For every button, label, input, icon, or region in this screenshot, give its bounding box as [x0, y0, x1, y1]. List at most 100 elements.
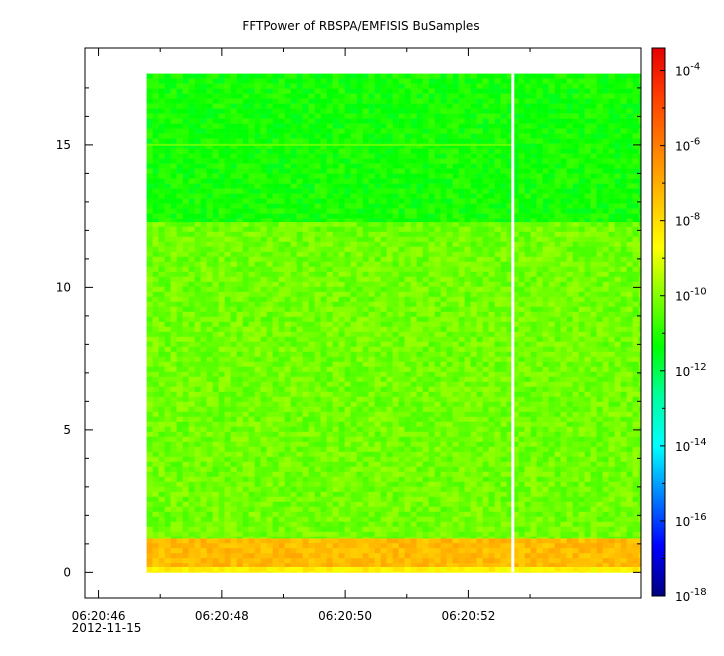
spectrogram-cell: [296, 301, 303, 308]
spectrogram-cell: [200, 356, 207, 363]
spectrogram-cell: [458, 558, 465, 564]
spectrogram-cell: [410, 316, 417, 323]
spectrogram-cell: [338, 326, 345, 333]
spectrogram-cell: [452, 381, 459, 388]
spectrogram-cell: [494, 366, 501, 373]
spectrogram-cell: [380, 391, 387, 398]
spectrogram-cell: [308, 451, 315, 458]
spectrogram-cell: [368, 281, 375, 288]
spectrogram-cell: [314, 251, 321, 258]
spectrogram-cell: [398, 538, 405, 544]
spectrogram-cell: [308, 356, 315, 363]
spectrogram-cell: [374, 416, 381, 423]
spectrogram-cell: [530, 543, 537, 549]
spectrogram-cell: [356, 571, 363, 573]
spectrogram-cell: [206, 558, 213, 564]
spectrogram-cell: [254, 563, 261, 567]
spectrogram-cell: [326, 391, 333, 398]
spectrogram-cell: [344, 331, 351, 338]
spectrogram-cell: [152, 326, 159, 333]
spectrogram-cell: [146, 276, 153, 283]
spectrogram-cell: [596, 436, 603, 443]
spectrogram-cell: [164, 286, 171, 293]
spectrogram-cell: [410, 566, 417, 572]
spectrogram-cell: [476, 236, 483, 243]
spectrogram-cell: [566, 266, 573, 273]
spectrogram-cell: [278, 281, 285, 288]
spectrogram-cell: [434, 476, 441, 483]
spectrogram-cell: [602, 548, 609, 554]
spectrogram-cell: [194, 476, 201, 483]
spectrogram-cell: [590, 391, 597, 398]
spectrogram-cell: [290, 271, 297, 278]
spectrogram-cell: [386, 416, 393, 423]
spectrogram-cell: [284, 446, 291, 453]
spectrogram-cell: [608, 331, 615, 338]
spectrogram-cell: [176, 296, 183, 303]
spectrogram-cell: [614, 221, 621, 228]
spectrogram-cell: [212, 461, 219, 468]
spectrogram-cell: [296, 466, 303, 473]
spectrogram-cell: [278, 311, 285, 318]
spectrogram-cell: [434, 461, 441, 468]
spectrogram-cell: [434, 241, 441, 248]
spectrogram-cell: [272, 476, 279, 483]
spectrogram-cell: [164, 241, 171, 248]
spectrogram-cell: [506, 381, 513, 388]
spectrogram-cell: [524, 538, 531, 544]
spectrogram-cell: [152, 538, 159, 544]
spectrogram-cell: [428, 331, 435, 338]
spectrogram-cell: [404, 261, 411, 268]
spectrogram-cell: [374, 311, 381, 318]
spectrogram-cell: [542, 386, 549, 393]
spectrogram-cell: [410, 548, 417, 554]
spectrogram-cell: [584, 548, 591, 554]
spectrogram-cell: [446, 386, 453, 393]
spectrogram-cell: [188, 286, 195, 293]
spectrogram-cell: [410, 436, 417, 443]
spectrogram-cell: [578, 236, 585, 243]
spectrogram-cell: [344, 296, 351, 303]
spectrogram-cell: [284, 356, 291, 363]
spectrogram-cell: [506, 371, 513, 378]
spectrogram-cell: [380, 411, 387, 418]
spectrogram-cell: [200, 436, 207, 443]
spectrogram-cell: [398, 451, 405, 458]
spectrogram-cell: [602, 571, 609, 573]
spectrogram-cell: [446, 291, 453, 298]
spectrogram-cell: [350, 236, 357, 243]
spectrogram-cell: [338, 431, 345, 438]
spectrogram-cell: [284, 246, 291, 253]
spectrogram-cell: [506, 366, 513, 373]
spectrogram-cell: [422, 548, 429, 554]
spectrogram-cell: [476, 311, 483, 318]
spectrogram-cell: [236, 471, 243, 478]
spectrogram-cell: [242, 416, 249, 423]
spectrogram-cell: [380, 301, 387, 308]
spectrogram-cell: [638, 456, 642, 463]
spectrogram-cell: [554, 566, 561, 572]
spectrogram-cell: [374, 563, 381, 567]
spectrogram-cell: [530, 356, 537, 363]
spectrogram-cell: [320, 406, 327, 413]
spectrogram-cell: [410, 391, 417, 398]
spectrogram-cell: [620, 316, 627, 323]
spectrogram-cell: [248, 456, 255, 463]
spectrogram-cell: [446, 538, 453, 544]
spectrogram-cell: [404, 301, 411, 308]
spectrogram-cell: [290, 401, 297, 408]
spectrogram-cell: [458, 276, 465, 283]
spectrogram-cell: [578, 341, 585, 348]
spectrogram-cell: [320, 431, 327, 438]
spectrogram-cell: [188, 396, 195, 403]
spectrogram-cell: [422, 446, 429, 453]
spectrogram-cell: [548, 563, 555, 567]
spectrogram-cell: [488, 361, 495, 368]
spectrogram-cell: [536, 326, 543, 333]
spectrogram-cell: [296, 226, 303, 233]
spectrogram-cell: [608, 361, 615, 368]
spectrogram-cell: [404, 286, 411, 293]
spectrogram-cell: [422, 431, 429, 438]
spectrogram-cell: [476, 406, 483, 413]
spectrogram-cell: [602, 321, 609, 328]
